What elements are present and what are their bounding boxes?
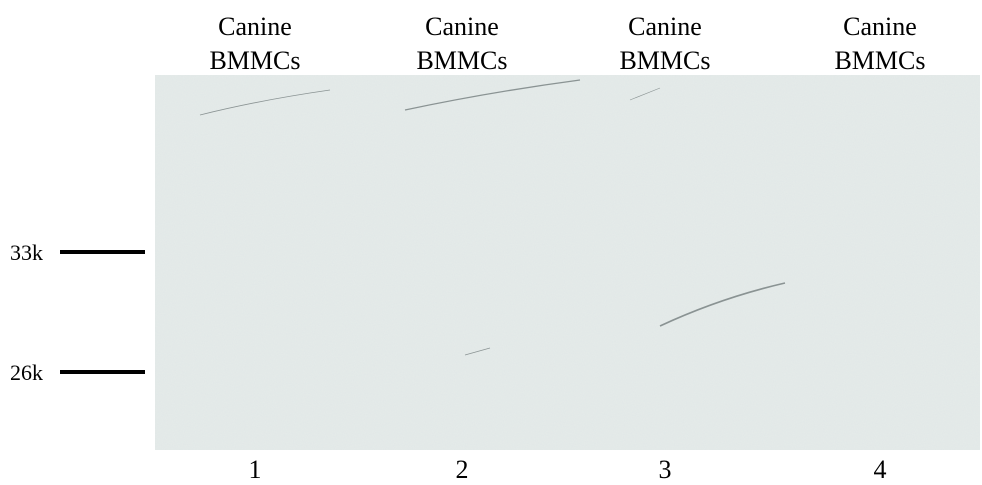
lane-header: BMMCs (416, 46, 507, 75)
lane-header: BMMCs (209, 46, 300, 75)
lane-number: 4 (874, 455, 887, 484)
blot-figure: Canine BMMCs 1 Canine BMMCs 2 Canine BMMCs 3 Cani… (0, 0, 982, 485)
lane-header: Canine (843, 12, 917, 41)
lane-number: 1 (249, 455, 262, 484)
marker-label: 33k (10, 240, 43, 265)
lane-header: Canine (628, 12, 702, 41)
lane-number: 2 (456, 455, 469, 484)
lane-number: 3 (659, 455, 672, 484)
lane-header: Canine (218, 12, 292, 41)
marker-label: 26k (10, 360, 43, 385)
lane-header: BMMCs (834, 46, 925, 75)
figure: Canine BMMCs 1 Canine BMMCs 2 Canine BMMCs 3 Cani… (0, 0, 982, 485)
lane-header: BMMCs (619, 46, 710, 75)
membrane-texture (155, 75, 980, 450)
lane-header: Canine (425, 12, 499, 41)
